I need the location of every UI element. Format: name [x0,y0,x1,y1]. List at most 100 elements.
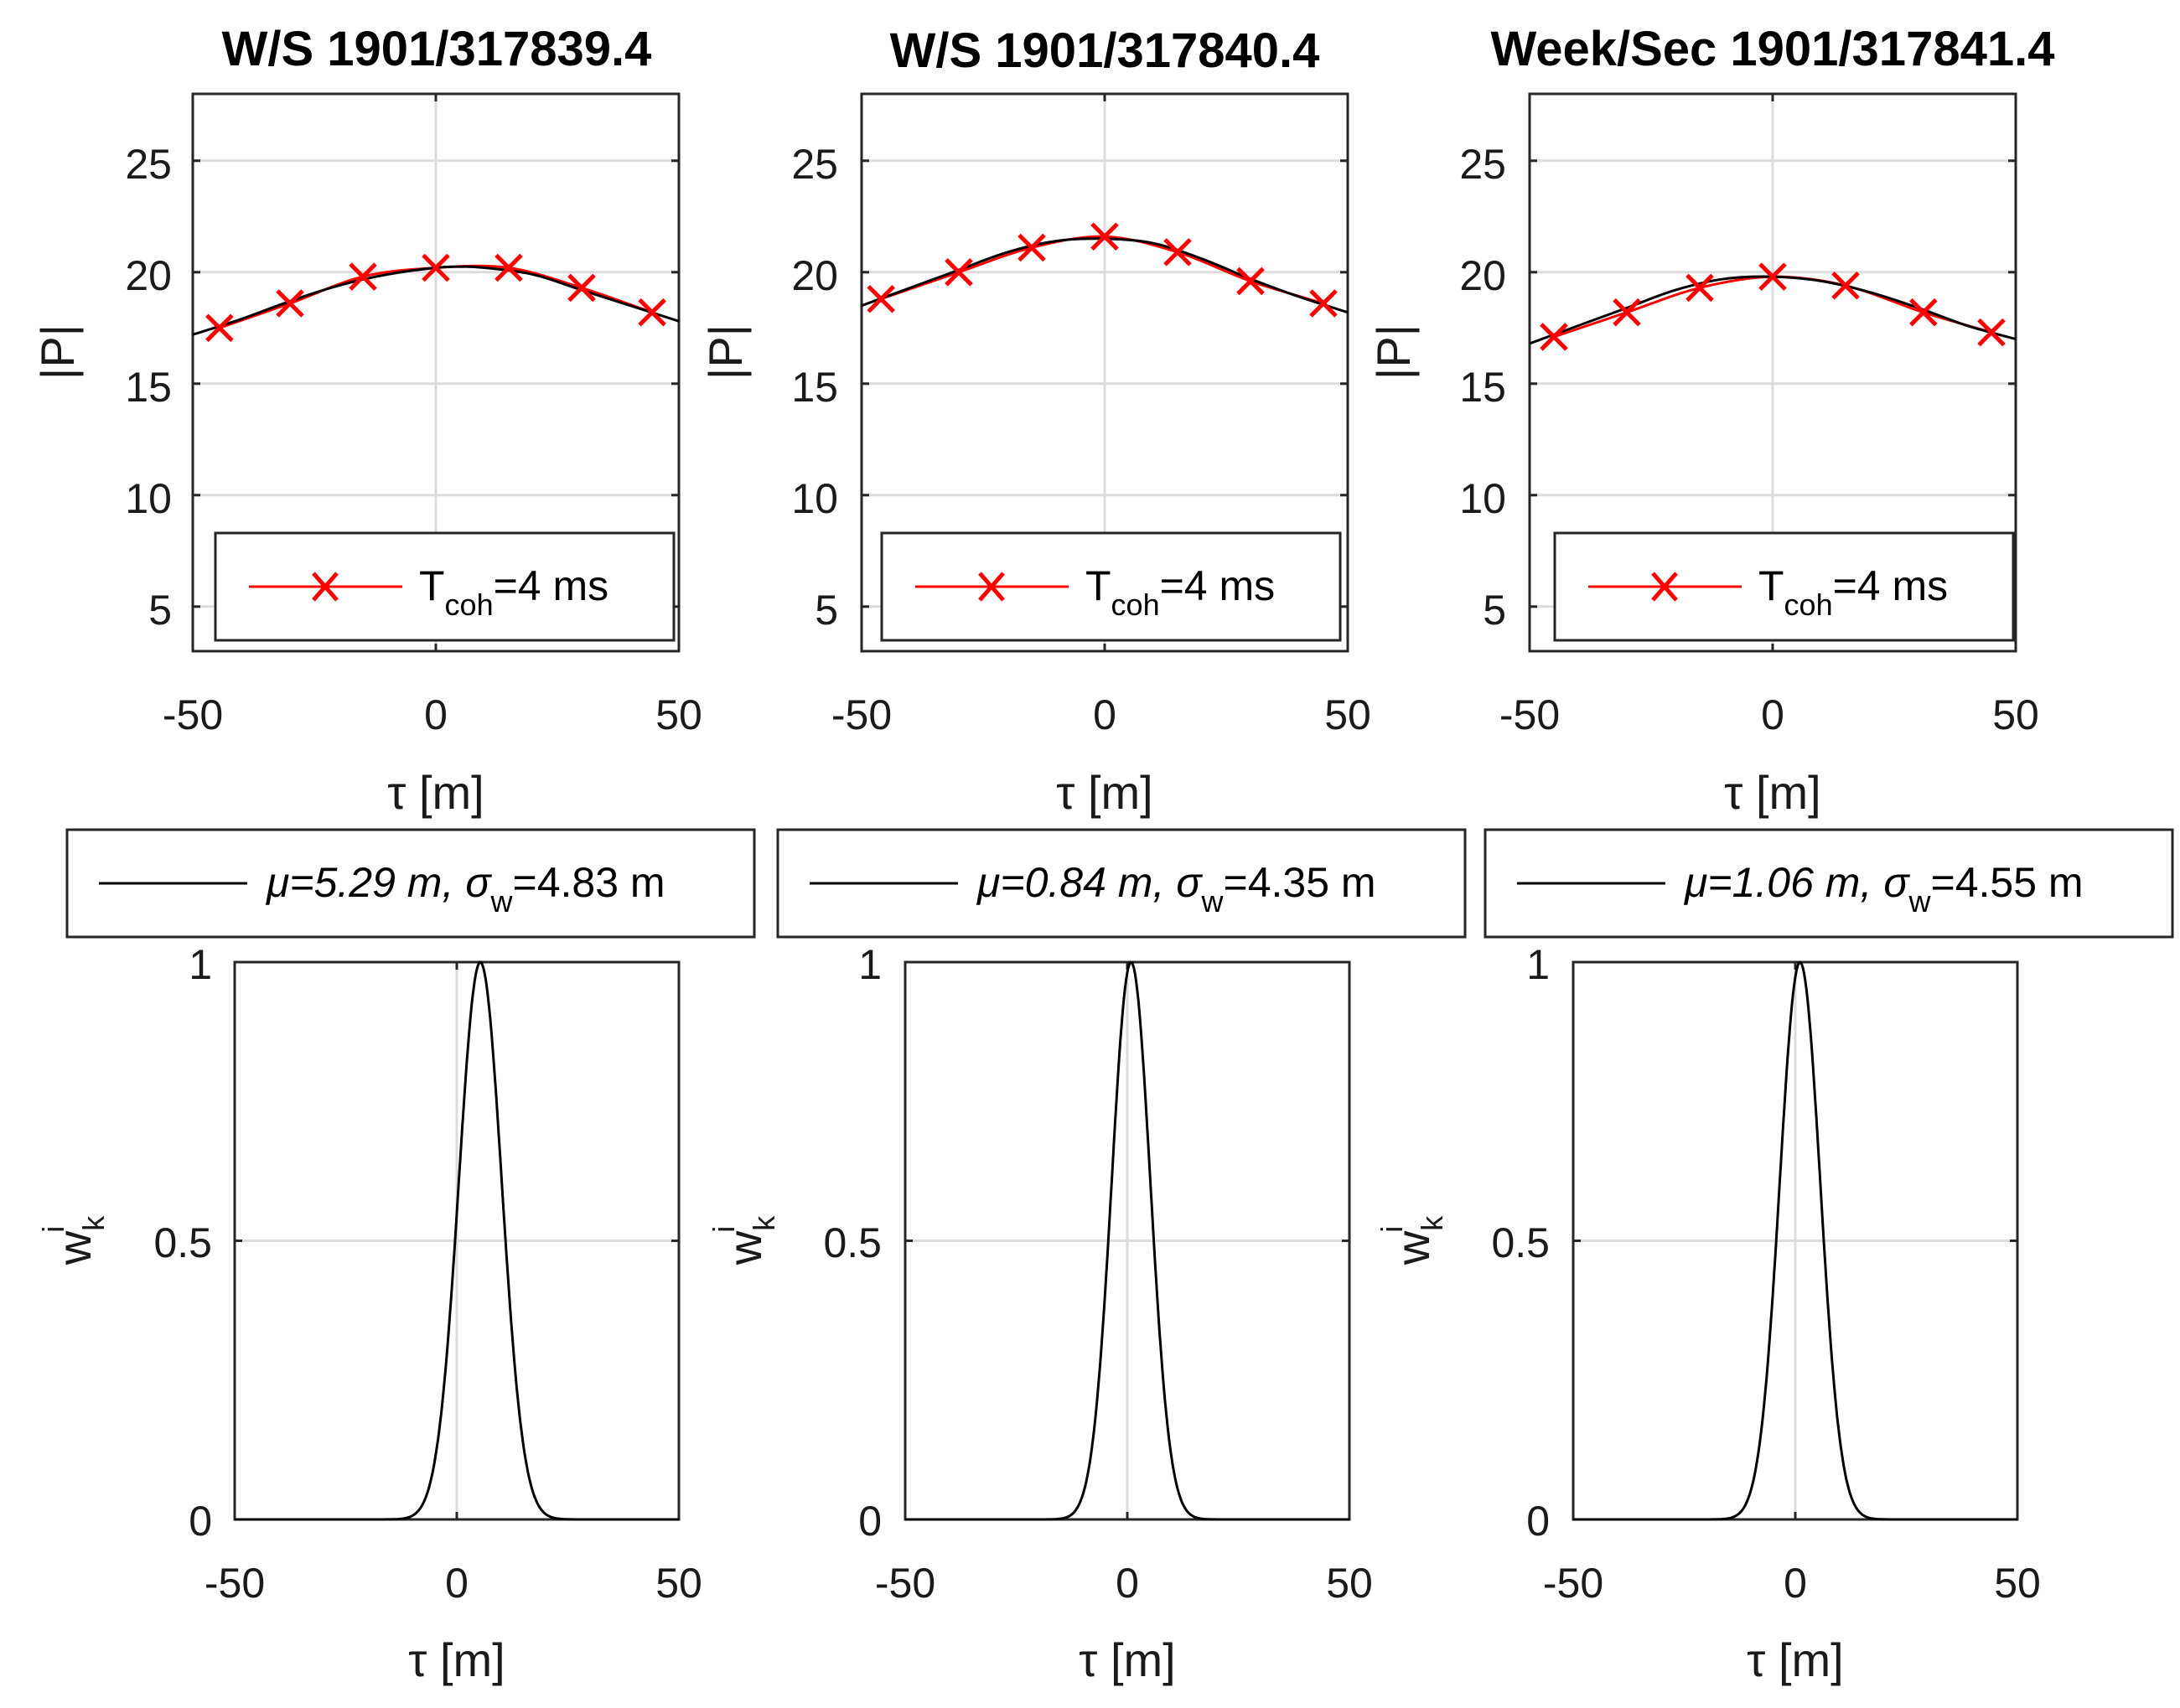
panel-title: W/S 1901/317840.4 [890,23,1320,78]
y-tick-label: 15 [791,364,838,411]
legend: μ=5.29 m, σw=4.83 m [65,828,756,939]
weight-curve [1573,960,2017,1521]
y-tick-label: 10 [1459,475,1506,522]
x-tick-label: 0 [445,1560,469,1607]
data-point-marker [1018,233,1046,262]
weight-curve [905,960,1349,1521]
data-point-marker [1163,238,1192,267]
y-tick-label: 25 [1459,141,1506,188]
panel-title: Week/Sec 1901/317841.4 [1491,22,2055,76]
data-point-marker [1613,298,1641,327]
panel-bottom-left: μ=5.29 m, σw=4.83 m 0 -50 50 1 0.5 0 τ [m… [36,828,756,1686]
data-point-marker [1831,271,1860,300]
y-tick-label: 0.5 [823,1219,882,1266]
y-tick-label: 10 [791,475,838,522]
x-tick-label: 0 [1784,1560,1807,1607]
legend-label: Tcoh=4 ms [419,562,608,622]
y-tick-label: 0 [858,1498,882,1545]
legend-label: Tcoh=4 ms [1085,562,1275,622]
legend-marker-icon [1651,572,1678,602]
y-tick-label: 5 [148,587,172,634]
panel-bottom-middle: μ=0.84 m, σw=4.35 m 0 -50 50 1 0.5 0 τ [m… [707,828,1467,1686]
x-axis-label: τ [m] [1747,1633,1843,1686]
plot-frame [1572,960,2019,1521]
y-tick-label: 1 [1526,941,1550,988]
x-axis-label: τ [m] [1056,766,1152,819]
y-tick-label: 5 [815,587,838,634]
data-point-marker [1977,318,2006,347]
y-tick-label: 0.5 [153,1219,212,1266]
data-point-marker [638,298,666,327]
plot-frame [904,960,1351,1521]
data-point-marker [1685,273,1714,303]
x-axis-label: τ [m] [387,766,484,819]
y-tick-label: 0 [189,1498,212,1545]
x-tick-label: 50 [1992,691,2039,738]
weight-curve [235,960,679,1521]
data-point-marker [1090,222,1119,251]
y-tick-label: 15 [1459,364,1506,411]
x-tick-label: 0 [424,691,448,738]
legend: Tcoh=4 ms [880,531,1342,642]
legend-marker-icon [312,572,339,602]
panel-top-middle: W/S 1901/317840.4 0 -50 50 25 20 15 10 5… [699,23,1371,819]
y-tick-label: 15 [125,364,172,411]
data-point-marker [1236,267,1265,296]
x-tick-label: 0 [1761,691,1784,738]
x-tick-label: -50 [831,691,892,738]
x-tick-label: 50 [1324,691,1371,738]
panel-top-left: W/S 1901/317839.4 0 -50 50 25 20 15 10 5… [31,22,702,819]
x-axis-label: τ [m] [408,1633,505,1686]
legend: μ=1.06 m, σw=4.55 m [1484,828,2174,939]
legend-label: Tcoh=4 ms [1758,562,1948,622]
series-line-tcoh [880,235,1324,305]
legend-label: μ=1.06 m, σw=4.55 m [1683,859,2084,919]
y-tick-label: 20 [125,252,172,299]
x-tick-label: 50 [655,691,702,738]
data-point-marker [567,273,596,303]
data-point-marker [276,289,304,318]
y-tick-label: 20 [1459,252,1506,299]
legend: μ=0.84 m, σw=4.35 m [776,828,1467,939]
y-axis-label: |P| [699,324,752,380]
x-axis-label: τ [m] [1724,766,1820,819]
plot-frame [1528,92,2017,653]
plot-frame [860,92,1349,653]
y-tick-label: 0.5 [1491,1219,1550,1266]
y-axis-label: wki [1375,1215,1449,1265]
y-tick-label: 25 [791,141,838,188]
data-point-marker [867,284,895,313]
y-tick-label: 1 [189,941,212,988]
plot-frame [191,92,681,653]
data-point-marker [945,258,973,287]
x-tick-label: -50 [1543,1560,1603,1607]
data-point-marker [1540,323,1568,351]
y-axis-label: wki [36,1215,111,1265]
x-tick-label: 0 [1093,691,1116,738]
x-tick-label: 50 [1326,1560,1373,1607]
x-tick-label: -50 [205,1560,265,1607]
y-axis-label: |P| [31,324,84,380]
data-point-marker [422,253,450,282]
y-tick-label: 0 [1526,1498,1550,1545]
legend: Tcoh=4 ms [1553,531,2015,642]
legend-label: μ=0.84 m, σw=4.35 m [976,859,1376,919]
plot-frame [233,960,681,1521]
panel-title: W/S 1901/317839.4 [222,22,652,76]
y-tick-label: 25 [125,141,172,188]
data-point-marker [349,262,377,291]
data-point-marker [205,313,234,343]
legend-marker-icon [978,572,1005,602]
x-tick-label: 50 [655,1560,702,1607]
legend-box [1553,531,2015,642]
legend-box [880,531,1342,642]
x-tick-label: -50 [875,1560,935,1607]
y-axis-label: |P| [1367,324,1420,380]
y-tick-label: 20 [791,252,838,299]
legend-label: μ=5.29 m, σw=4.83 m [265,859,665,919]
panel-bottom-right: μ=1.06 m, σw=4.55 m 0 -50 50 1 0.5 0 τ [m… [1375,828,2174,1686]
data-point-marker [1758,262,1787,291]
x-tick-label: -50 [163,691,223,738]
x-tick-label: 50 [1994,1560,2041,1607]
